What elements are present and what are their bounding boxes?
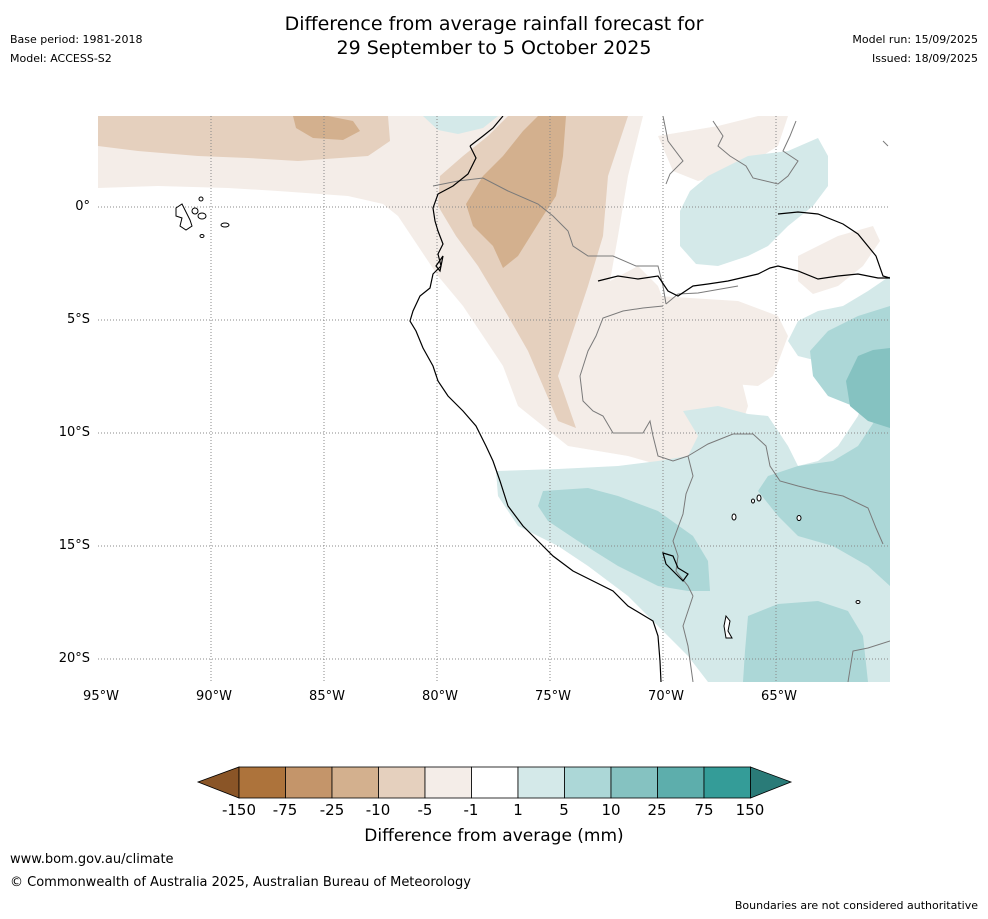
country-boundaries <box>432 116 890 682</box>
lake-poopo <box>723 614 733 639</box>
legend-tick: -25 <box>319 801 345 819</box>
lake-east-1 <box>731 513 737 521</box>
legend-tick: -75 <box>272 801 298 819</box>
wet-region-light-top <box>423 116 498 134</box>
amazon-river-main <box>597 265 890 297</box>
legend-swatch-7 <box>517 766 565 799</box>
dry-region-dark-north <box>293 116 360 140</box>
model-run: Model run: 15/09/2025 <box>852 33 978 46</box>
legend-swatch-3 <box>331 766 379 799</box>
border-bolivia-paraguay <box>847 640 890 682</box>
dry-region-light-ne <box>798 226 880 294</box>
lake-east-5 <box>855 600 861 604</box>
legend-swatch-below--150 <box>196 766 240 799</box>
border-peru-bolivia <box>672 455 694 597</box>
border-colombia-venezuela <box>662 116 684 185</box>
amazon-river-north <box>777 211 890 279</box>
lat-label-0: 0° <box>75 199 90 214</box>
border-venezuela-brazil <box>712 120 799 185</box>
pacific-coastline <box>409 145 662 682</box>
colombia-coastline <box>469 116 504 147</box>
border-guyana-fragment <box>882 140 889 147</box>
graticule <box>98 116 890 682</box>
legend-swatch-2 <box>285 766 333 799</box>
legend-tick: 1 <box>513 801 523 819</box>
lat-label-10s: 10°S <box>58 425 90 440</box>
galapagos-isabela <box>175 203 193 231</box>
galapagos-floreana <box>199 234 205 238</box>
galapagos-san-cristobal <box>220 222 230 228</box>
legend-tick: 25 <box>647 801 667 819</box>
legend-tick: 75 <box>694 801 714 819</box>
coastline-and-rivers <box>409 116 890 682</box>
lat-label-5s: 5°S <box>66 312 90 327</box>
lake-titicaca <box>662 552 689 582</box>
wet-region-mid-se <box>743 601 868 682</box>
lon-label-75w: 75°W <box>535 689 571 704</box>
lake-east-2 <box>756 494 762 502</box>
legend-tick: -150 <box>221 801 257 819</box>
lon-label-90w: 90°W <box>196 689 232 704</box>
copyright-notice: © Commonwealth of Australia 2025, Austra… <box>10 875 471 890</box>
galapagos-santiago <box>191 207 199 215</box>
legend-swatch-10 <box>657 766 705 799</box>
legend-swatch-4 <box>378 766 426 799</box>
legend-swatch-11 <box>703 766 751 799</box>
dry-region-light-top <box>658 116 788 181</box>
title-line-1: Difference from average rainfall forecas… <box>284 13 704 35</box>
legend-title: Difference from average (mm) <box>364 826 624 846</box>
border-colombia-brazil <box>665 285 739 305</box>
website-link[interactable]: www.bom.gov.au/climate <box>10 852 174 867</box>
legend-tick: -5 <box>417 801 433 819</box>
issued-date: Issued: 18/09/2025 <box>871 52 978 65</box>
lon-label-80w: 80°W <box>422 689 458 704</box>
gulf-island <box>435 255 444 273</box>
lon-label-95w: 95°W <box>83 689 119 704</box>
legend-tick: 150 <box>735 801 765 819</box>
lon-label-70w: 70°W <box>648 689 684 704</box>
border-ecuador-colombia-peru <box>432 177 667 305</box>
base-period: Base period: 1981-2018 <box>10 33 143 46</box>
legend-colorbar <box>196 766 793 799</box>
border-peru-brazil <box>579 305 689 462</box>
legend-tick: -1 <box>463 801 479 819</box>
galapagos-santa-cruz <box>197 212 207 220</box>
page-title: Difference from average rainfall forecas… <box>0 12 988 60</box>
legend-swatch-6 <box>471 766 519 799</box>
lake-east-4 <box>751 498 755 504</box>
lake-east-3 <box>796 515 802 521</box>
border-bolivia-brazil <box>687 433 884 545</box>
legend-swatch-1 <box>238 766 286 799</box>
dry-region-dark-andes <box>466 116 566 268</box>
legend-tick: 10 <box>601 801 621 819</box>
boundaries-disclaimer: Boundaries are not considered authoritat… <box>734 899 978 912</box>
legend-swatch-8 <box>564 766 612 799</box>
model-name: Model: ACCESS-S2 <box>10 52 112 65</box>
lat-label-20s: 20°S <box>58 651 90 666</box>
title-line-2: 29 September to 5 October 2025 <box>336 37 652 59</box>
wet-region-dark-east <box>846 348 890 428</box>
galapagos-north <box>198 196 204 202</box>
lat-label-15s: 15°S <box>58 538 90 553</box>
border-bolivia-chile <box>682 595 694 682</box>
legend-swatch-above-150 <box>750 766 793 799</box>
lon-label-85w: 85°W <box>309 689 345 704</box>
legend-tick: -10 <box>365 801 391 819</box>
legend-tick: 5 <box>559 801 569 819</box>
legend-swatch-5 <box>424 766 472 799</box>
rainfall-difference-map <box>98 116 890 682</box>
wet-region-light-amazon <box>680 138 828 266</box>
legend-swatch-9 <box>610 766 658 799</box>
lon-label-65w: 65°W <box>761 689 797 704</box>
dry-region-light-east <box>598 296 788 386</box>
islands <box>175 196 861 639</box>
